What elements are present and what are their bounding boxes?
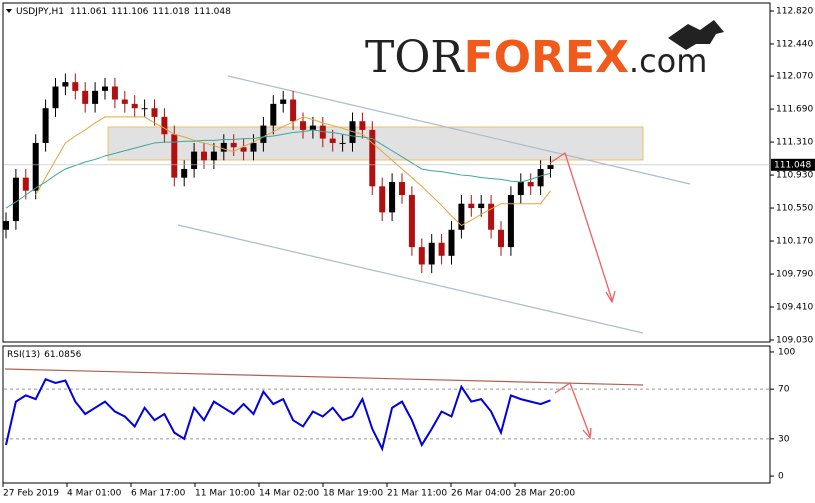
candle-body bbox=[517, 182, 524, 196]
logo-bull bbox=[668, 20, 724, 50]
candle-body bbox=[379, 186, 386, 213]
candle-body bbox=[250, 142, 257, 152]
candle-body bbox=[478, 203, 485, 209]
x-tick-label: 26 Mar 04:00 bbox=[451, 489, 511, 499]
channel-upper bbox=[227, 75, 691, 185]
rsi-line bbox=[5, 378, 551, 452]
candle-body bbox=[171, 134, 178, 178]
y-tick-label: 110.930 bbox=[776, 171, 813, 181]
moving-average bbox=[5, 129, 551, 209]
x-tick-label: 6 Mar 17:00 bbox=[131, 489, 186, 499]
candle-body bbox=[300, 121, 306, 130]
candle-body bbox=[399, 182, 405, 196]
rsi-tick-label: 30 bbox=[778, 434, 790, 444]
candle-body bbox=[82, 90, 89, 104]
candle-body bbox=[141, 108, 148, 110]
rsi-tick-label: 0 bbox=[778, 472, 784, 482]
candle-body bbox=[161, 116, 168, 135]
candle-body bbox=[230, 142, 237, 148]
candle-body bbox=[210, 151, 217, 161]
rsi-tick-label: 100 bbox=[778, 347, 795, 357]
resistance-zone bbox=[107, 126, 644, 161]
y-tick-label: 109.030 bbox=[776, 336, 813, 346]
candle-body bbox=[220, 142, 227, 152]
candle-body bbox=[389, 182, 396, 213]
candle-body bbox=[131, 103, 138, 109]
candle-body bbox=[32, 142, 39, 191]
candle-body bbox=[52, 86, 59, 109]
candle-body bbox=[359, 121, 366, 130]
candle-body bbox=[62, 82, 69, 87]
candle-body bbox=[339, 142, 346, 144]
candle-body bbox=[507, 195, 514, 248]
rsi-tick-label: 70 bbox=[778, 385, 790, 395]
y-tick-label: 112.440 bbox=[776, 39, 813, 49]
forecast-arrows bbox=[549, 151, 616, 440]
candle-body bbox=[12, 177, 19, 222]
candle-body bbox=[418, 247, 425, 265]
candle-body bbox=[290, 99, 297, 122]
candle-body bbox=[191, 151, 198, 169]
logo: TORFOREX.com bbox=[365, 32, 707, 83]
x-tick-label: 11 Mar 10:00 bbox=[195, 489, 255, 499]
last-price-tag bbox=[771, 158, 815, 171]
last-price-label: 111.048 bbox=[774, 160, 811, 170]
candle-body bbox=[3, 221, 9, 230]
candle-body bbox=[201, 151, 207, 161]
candle-body bbox=[22, 177, 29, 191]
x-tick-label: 27 Feb 2019 bbox=[3, 489, 59, 499]
y-tick-label: 110.170 bbox=[776, 237, 813, 247]
x-tick-label: 21 Mar 11:00 bbox=[387, 489, 447, 499]
y-tick-label: 111.310 bbox=[776, 138, 813, 148]
rsi-panel bbox=[2, 345, 771, 484]
candle-body bbox=[547, 164, 554, 169]
candle-body bbox=[428, 242, 435, 265]
x-tick-label: 4 Mar 01:00 bbox=[67, 489, 122, 499]
channel-lower bbox=[177, 224, 644, 334]
x-tick-label: 14 Mar 02:00 bbox=[259, 489, 319, 499]
candle-body bbox=[498, 229, 504, 248]
candle-body bbox=[42, 108, 49, 143]
candle-body bbox=[537, 168, 544, 187]
candle-body bbox=[92, 90, 99, 104]
y-tick-label: 112.070 bbox=[776, 72, 813, 82]
candle-body bbox=[458, 203, 465, 230]
candle-body bbox=[270, 103, 277, 126]
y-tick-label: 112.820 bbox=[776, 6, 813, 16]
candle-body bbox=[369, 129, 376, 187]
candle-body bbox=[260, 125, 267, 143]
candle-body bbox=[527, 182, 534, 187]
rsi-trendline bbox=[4, 368, 644, 386]
candle-body bbox=[468, 203, 475, 209]
y-tick-label: 110.550 bbox=[776, 204, 813, 214]
candle-body bbox=[309, 125, 316, 130]
moving-average bbox=[35, 116, 551, 227]
candle-body bbox=[121, 99, 128, 104]
menu-arrow bbox=[6, 9, 12, 13]
candle-body bbox=[151, 108, 158, 117]
candle-body bbox=[408, 195, 415, 248]
x-tick-label: 18 Mar 19:00 bbox=[323, 489, 383, 499]
candle-body bbox=[448, 229, 455, 256]
candle-body bbox=[181, 168, 188, 178]
y-tick-label: 109.410 bbox=[776, 303, 813, 313]
candle-body bbox=[72, 82, 79, 91]
y-tick-label: 111.690 bbox=[776, 105, 813, 115]
candle-body bbox=[329, 138, 336, 143]
candle-body bbox=[488, 203, 495, 230]
header-text: USDJPY,H1 111.061 111.106 111.018 111.048 bbox=[16, 7, 231, 17]
candle-body bbox=[438, 242, 445, 256]
rsi-header: RSI(13) 61.0856 bbox=[7, 350, 82, 360]
y-tick-label: 109.790 bbox=[776, 270, 813, 280]
candle-body bbox=[240, 147, 247, 152]
x-tick-label: 28 Mar 20:00 bbox=[515, 489, 575, 499]
candle-body bbox=[102, 86, 108, 91]
candle-body bbox=[280, 99, 287, 104]
candle-body bbox=[111, 86, 118, 100]
